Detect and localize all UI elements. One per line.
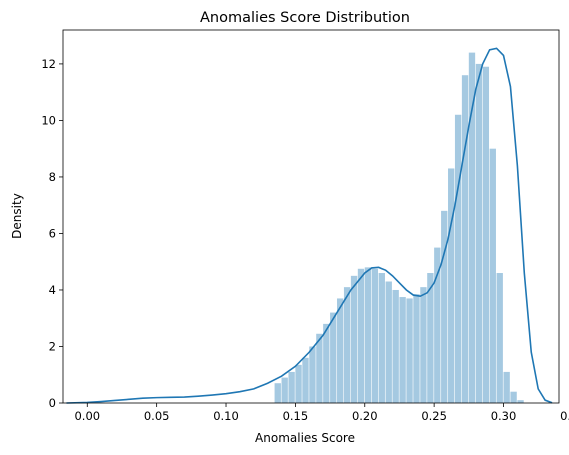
histogram-bar	[420, 287, 427, 403]
histogram-bar	[364, 267, 372, 403]
x-tick-label: 0.35	[560, 409, 569, 423]
histogram-bar	[337, 298, 344, 403]
histogram-bar	[406, 298, 413, 403]
histogram-bar	[350, 275, 358, 403]
histogram-bar	[413, 294, 420, 403]
histogram-bar	[427, 273, 434, 403]
histogram-bars	[274, 52, 524, 404]
chart-title: Anomalies Score Distribution	[200, 10, 410, 26]
x-tick-label: 0.15	[283, 409, 309, 423]
y-tick-label: 0	[49, 396, 56, 410]
histogram-bar	[343, 287, 351, 403]
x-axis-label: Anomalies Score	[255, 431, 355, 445]
histogram-bar	[510, 391, 517, 403]
y-axis-label: Density	[10, 193, 24, 239]
histogram-bar	[385, 281, 392, 403]
y-tick-label: 12	[41, 57, 56, 71]
x-axis-ticks: 0.00 0.05 0.10 0.15 0.20 0.25 0.30 0.35	[74, 403, 569, 423]
histogram-bar	[378, 273, 385, 403]
x-tick-label: 0.10	[213, 409, 239, 423]
histogram-bar	[399, 297, 406, 403]
histogram-bar	[461, 75, 469, 403]
x-tick-label: 0.25	[421, 409, 447, 423]
histogram-bar	[475, 63, 483, 404]
histogram-bar	[482, 66, 490, 403]
kde-line	[66, 47, 553, 404]
y-axis-ticks: 0 2 4 6 8 10 12	[41, 57, 63, 410]
kde-curve	[66, 47, 553, 404]
histogram-bar	[274, 383, 281, 403]
x-tick-label: 0.20	[352, 409, 378, 423]
histogram-bar	[489, 148, 496, 403]
histogram-bar	[288, 371, 295, 403]
histogram-bar	[371, 268, 379, 403]
y-tick-label: 2	[49, 339, 56, 353]
histogram-bar	[281, 377, 288, 403]
histogram-bar	[441, 210, 448, 403]
histogram-bar	[330, 312, 337, 403]
x-tick-label: 0.00	[74, 409, 100, 423]
y-tick-label: 6	[49, 226, 56, 240]
plot-frame	[62, 29, 560, 404]
histogram-bar	[392, 289, 399, 403]
histogram-bar	[468, 52, 476, 404]
histogram-bar	[448, 168, 455, 403]
histogram-bar	[309, 346, 316, 403]
x-tick-label: 0.05	[144, 409, 170, 423]
histogram-bar	[316, 333, 323, 403]
y-tick-label: 4	[49, 283, 56, 297]
histogram-bar	[517, 400, 524, 403]
x-tick-label: 0.30	[491, 409, 517, 423]
histogram-bar	[323, 323, 330, 403]
histogram-bar	[496, 273, 503, 403]
y-tick-label: 8	[49, 170, 56, 184]
histogram-bar	[454, 114, 462, 403]
histogram-bar	[302, 357, 309, 403]
histogram-bar	[503, 371, 510, 403]
histogram-bar	[295, 364, 302, 403]
histogram-bar	[434, 247, 441, 403]
histogram-bar	[357, 268, 365, 403]
y-tick-label: 10	[41, 113, 56, 127]
